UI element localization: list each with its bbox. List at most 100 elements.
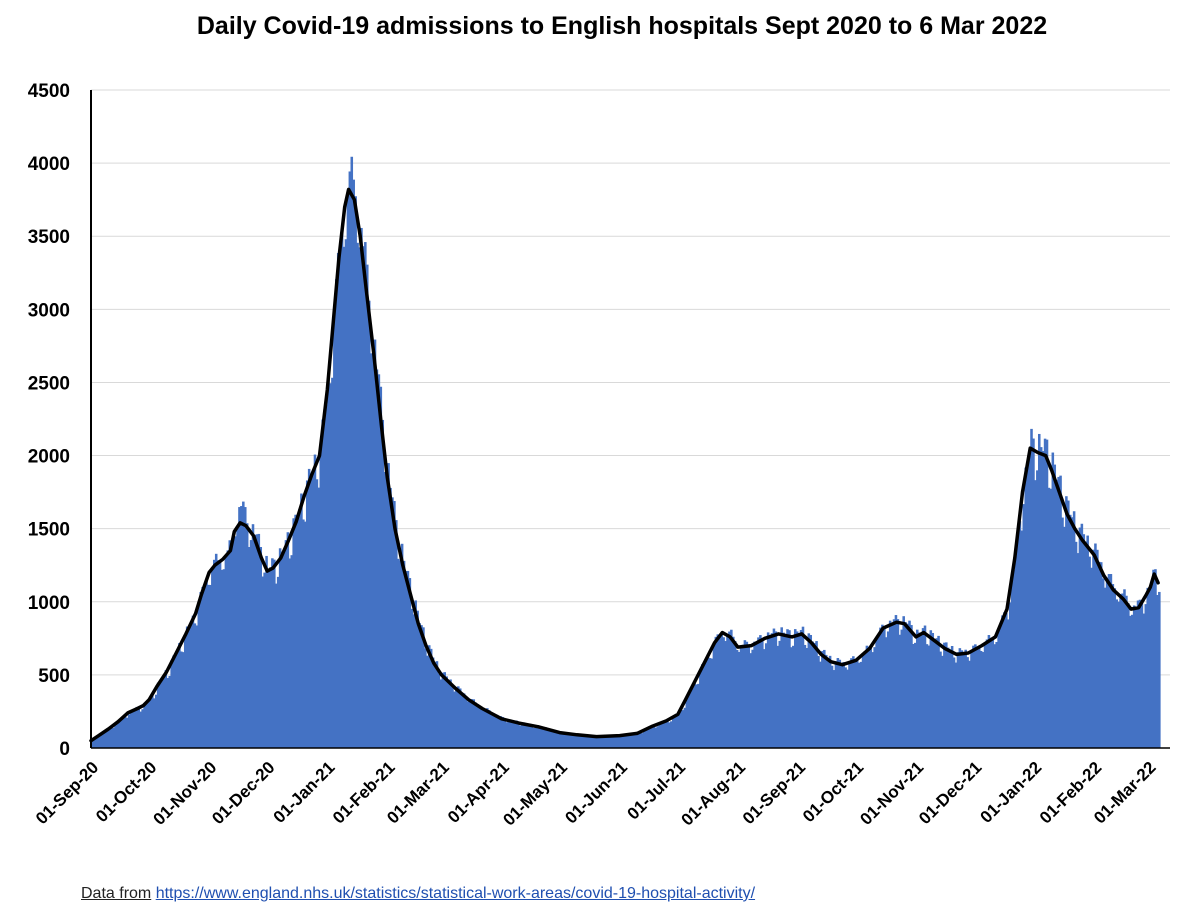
admission-bar <box>960 650 964 748</box>
admission-bar <box>443 672 446 748</box>
admission-bar <box>999 625 1002 748</box>
admission-bar <box>348 171 352 749</box>
admission-bar <box>989 637 993 748</box>
x-tick-label: 01-Jun-21 <box>561 758 631 828</box>
admission-bar <box>1016 528 1020 748</box>
x-tick-label: 01-Jan-22 <box>977 758 1046 827</box>
admission-bar <box>795 631 799 748</box>
admission-bar <box>770 633 774 748</box>
source-note: Data from https://www.england.nhs.uk/sta… <box>81 885 755 903</box>
admission-bar <box>873 647 876 748</box>
admission-bar <box>1018 521 1022 748</box>
admission-bar <box>515 720 518 748</box>
admission-bar <box>807 633 811 748</box>
admission-bar <box>1082 534 1086 748</box>
admission-bar <box>582 735 586 748</box>
admission-bar <box>972 645 975 748</box>
admission-bar <box>497 716 501 748</box>
admission-bar <box>1076 553 1080 748</box>
admission-bar <box>414 600 417 748</box>
admission-bar <box>286 532 290 748</box>
admission-bar <box>307 468 311 748</box>
admission-bar <box>836 658 840 748</box>
admission-bar <box>797 634 801 748</box>
admission-bar <box>925 644 929 748</box>
admission-bar <box>375 369 379 748</box>
admission-bar <box>950 646 954 748</box>
admission-bar <box>156 682 160 748</box>
admission-bar <box>668 722 671 748</box>
admission-bar <box>174 655 177 748</box>
admission-bar <box>294 514 297 748</box>
admission-bar <box>844 667 847 748</box>
admission-bar <box>476 704 479 748</box>
admission-bar <box>712 645 716 748</box>
admission-bar <box>766 632 770 748</box>
admission-bar <box>298 509 301 748</box>
admission-bar <box>447 680 450 748</box>
admission-bar <box>861 654 865 748</box>
admission-bar <box>1001 615 1004 748</box>
admission-bar <box>340 232 344 748</box>
admission-bar <box>284 540 288 748</box>
moving-average-line-group <box>89 187 1160 743</box>
admission-bar <box>828 655 832 748</box>
admission-bar <box>561 734 565 748</box>
admission-bar <box>1068 514 1072 748</box>
admission-bar <box>373 339 377 748</box>
admission-bar <box>534 727 538 748</box>
admission-bar <box>613 736 617 748</box>
admission-bar <box>112 727 115 748</box>
admission-bar <box>302 519 305 748</box>
admission-bar <box>292 518 295 748</box>
admission-bar <box>402 560 406 748</box>
admission-bar <box>720 632 723 748</box>
admission-bar <box>588 736 592 748</box>
admission-bar <box>199 592 202 748</box>
admission-bar <box>695 684 698 748</box>
admission-bar <box>1152 569 1155 748</box>
admission-bar <box>400 543 404 748</box>
admission-bar <box>1092 549 1095 748</box>
admission-bar <box>592 735 596 748</box>
admission-bar <box>788 630 791 748</box>
admission-bar <box>730 629 733 748</box>
admission-bar <box>1086 535 1089 748</box>
admission-bar <box>1007 619 1010 748</box>
admission-bar <box>489 712 493 748</box>
admission-bar <box>898 634 902 748</box>
admission-bar <box>513 720 516 748</box>
admission-bar <box>948 649 952 748</box>
admission-bar <box>919 633 923 748</box>
admission-bar <box>507 721 510 748</box>
admission-bar <box>129 710 133 748</box>
admission-bar <box>327 376 330 748</box>
admission-bar <box>906 623 909 748</box>
admission-bar <box>451 687 454 748</box>
admission-bar <box>573 735 576 748</box>
admission-bar <box>1121 593 1124 748</box>
admission-bar <box>896 619 900 748</box>
admission-bar <box>191 615 195 748</box>
admission-bar <box>745 641 749 748</box>
admission-bar <box>1101 578 1105 748</box>
admission-bar <box>1067 500 1070 748</box>
admission-bar <box>305 480 309 748</box>
admission-bar <box>702 662 706 748</box>
admission-bar <box>776 645 780 748</box>
admission-bar <box>154 694 158 748</box>
admission-bar <box>274 583 278 748</box>
x-tick-label: 01-Jan-21 <box>270 758 339 827</box>
admission-bar <box>234 536 237 748</box>
admission-bar <box>1020 530 1024 748</box>
admission-bar <box>133 709 137 748</box>
admission-bar <box>615 736 619 748</box>
admission-bar <box>315 479 319 748</box>
x-tick-label: 01-Sep-21 <box>739 758 809 828</box>
admission-bar <box>358 247 361 749</box>
admission-bar <box>1136 600 1140 748</box>
admission-bar <box>559 733 563 748</box>
admission-bar <box>782 632 785 748</box>
admission-bar <box>369 353 373 748</box>
source-link[interactable]: https://www.england.nhs.uk/statistics/st… <box>155 885 756 902</box>
